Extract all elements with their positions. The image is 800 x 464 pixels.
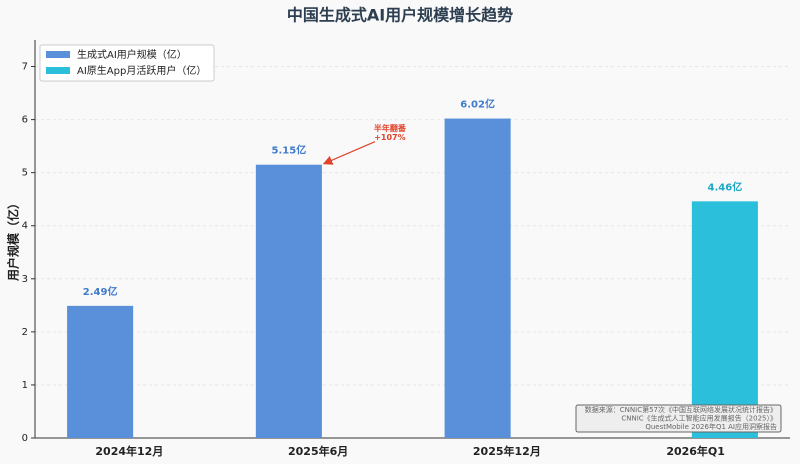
legend-label: AI原生App月活跃用户（亿）: [77, 64, 206, 77]
legend-swatch: [46, 51, 70, 58]
y-tick-label: 3: [22, 274, 28, 285]
bar: [255, 164, 322, 438]
annotation-arrow: [322, 141, 376, 165]
legend-box: [39, 44, 215, 82]
source-text: CNNIC《生成式人工智能应用发展报告（2025）》: [621, 414, 777, 423]
y-tick-label: 6: [22, 115, 28, 126]
value-label: 6.02亿: [460, 98, 495, 111]
y-tick-label: 0: [22, 433, 28, 444]
bar: [444, 118, 511, 438]
source-box: [575, 404, 782, 433]
y-tick-label: 7: [22, 62, 28, 73]
value-label: 5.15亿: [272, 144, 307, 157]
x-tick-label: 2026年Q1: [666, 444, 725, 458]
legend-swatch: [46, 67, 70, 74]
bar: [67, 305, 134, 438]
x-tick-label: 2025年12月: [473, 444, 541, 458]
x-tick-label: 2025年6月: [288, 444, 348, 458]
y-tick-label: 4: [22, 221, 28, 232]
y-tick-label: 5: [22, 168, 28, 179]
y-tick-label: 1: [22, 380, 28, 391]
y-tick-label: 2: [22, 327, 28, 338]
legend-label: 生成式AI用户规模（亿）: [77, 48, 187, 61]
source-text: QuestMobile 2026年Q1 AI应用洞察报告: [645, 422, 777, 431]
annotation-text: 半年翻番: [374, 123, 407, 133]
source-text: 数据来源：CNNIC第57次《中国互联网络发展状况统计报告》: [585, 405, 777, 414]
annotation-text: +107%: [374, 133, 405, 142]
bar: [691, 201, 758, 438]
y-axis-label: 用户规模（亿）: [6, 197, 21, 282]
legend: 生成式AI用户规模（亿） AI原生App月活跃用户（亿）: [39, 44, 215, 82]
chart-title: 中国生成式AI用户规模增长趋势: [287, 6, 513, 25]
x-tick-label: 2024年12月: [95, 444, 163, 458]
value-label: 2.49亿: [83, 285, 118, 298]
value-label: 4.46亿: [708, 180, 743, 193]
